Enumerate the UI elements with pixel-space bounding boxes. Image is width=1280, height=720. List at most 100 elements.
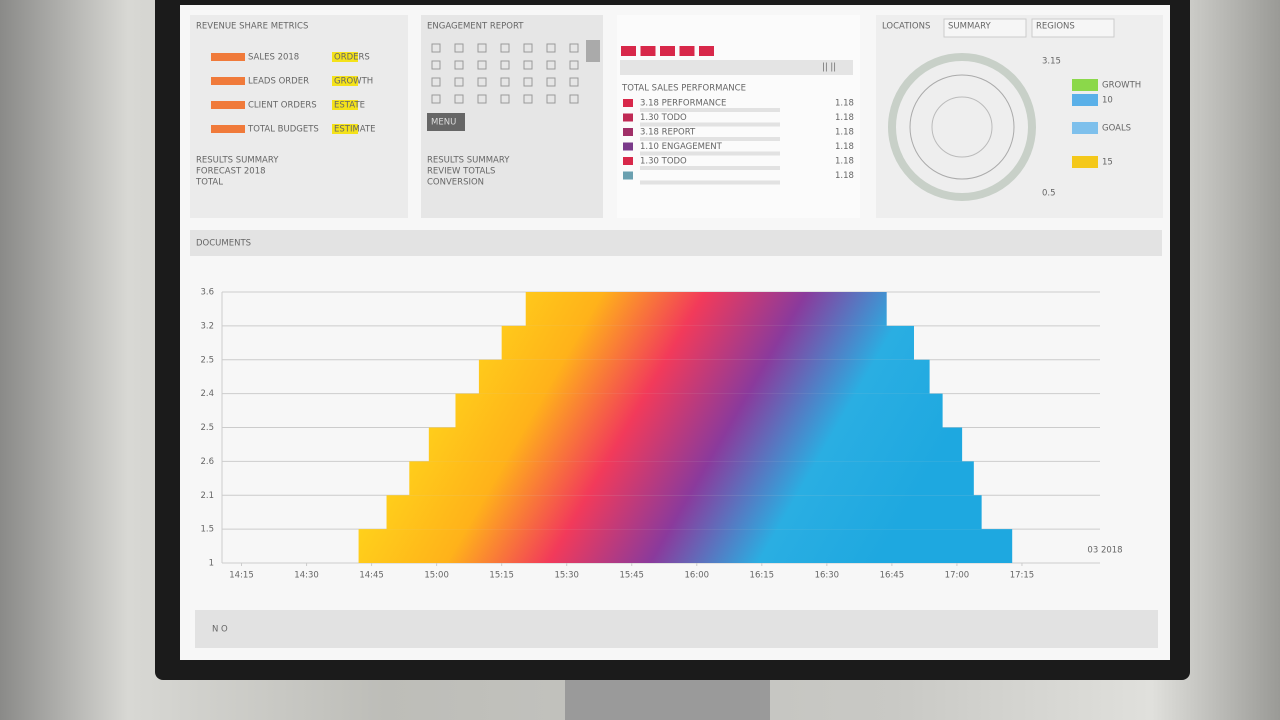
gauge-ring — [888, 53, 1036, 201]
y-tick-label: 1 — [209, 559, 214, 569]
legend-swatch — [699, 46, 714, 56]
icon — [500, 60, 510, 70]
icon — [569, 77, 579, 87]
y-tick-label: 2.4 — [200, 389, 214, 399]
bar — [525, 292, 887, 326]
button[interactable] — [427, 113, 465, 131]
list-label: 1.30 TODO — [640, 113, 687, 123]
legend-box — [1072, 94, 1098, 106]
tab[interactable] — [943, 18, 1027, 38]
scrollbar — [586, 40, 600, 62]
bar — [409, 461, 974, 496]
icon — [454, 94, 464, 104]
icon — [431, 77, 441, 87]
tag-bg — [332, 124, 358, 134]
legend-label: GROWTH — [1102, 81, 1141, 91]
gauge-label: 3.15 — [1042, 57, 1061, 67]
list-value: 1.18 — [835, 171, 854, 181]
bar — [428, 427, 963, 462]
list-bar — [640, 151, 780, 156]
note: TOTAL — [195, 178, 223, 188]
x-tick-label: 17:15 — [1010, 571, 1035, 581]
icon — [523, 60, 533, 70]
y-tick-label: 2.5 — [200, 423, 214, 433]
indicator — [211, 101, 245, 109]
icon — [454, 43, 464, 53]
legend-label: 15 — [1102, 158, 1113, 168]
legend-box — [1072, 156, 1098, 168]
icon — [477, 43, 487, 53]
icon — [569, 43, 579, 53]
icon — [569, 94, 579, 104]
tab[interactable] — [1031, 18, 1115, 38]
list-label: 1.30 TODO — [640, 157, 687, 167]
bar — [501, 325, 914, 360]
content: REVENUE SHARE METRICS SALES 2018 ORDERS LEA… — [195, 18, 1141, 635]
row-label: SALES 2018 — [248, 53, 299, 63]
gauge-inner — [909, 74, 1015, 180]
x-tick-label: 16:30 — [815, 571, 840, 581]
swatch — [623, 128, 633, 136]
legend-swatch — [621, 46, 636, 56]
icon — [523, 43, 533, 53]
icon — [431, 94, 441, 104]
icon — [546, 43, 556, 53]
icon — [500, 77, 510, 87]
icon — [477, 94, 487, 104]
bar — [478, 359, 930, 394]
y-tick-label: 1.5 — [200, 525, 214, 535]
swatch — [623, 142, 633, 151]
x-tick-label: 14:15 — [229, 571, 254, 581]
icon — [431, 43, 441, 53]
tag-bg — [332, 52, 358, 62]
list-header: TOTAL SALES PERFORMANCE — [621, 84, 746, 94]
x-tick-label: 15:00 — [424, 571, 449, 581]
indicator — [211, 77, 245, 85]
row-label: CLIENT ORDERS — [248, 101, 317, 111]
x-tick-label: 15:30 — [554, 571, 579, 581]
list-bar — [640, 137, 780, 141]
x-tick-label: 17:00 — [945, 571, 970, 581]
list-bar — [640, 166, 780, 170]
list-value: 1.18 — [835, 113, 854, 123]
monitor-stand — [565, 680, 770, 720]
panel-title: ENGAGEMENT REPORT — [427, 22, 524, 32]
row-tag: ORDERS — [334, 53, 370, 63]
x-tick-label: 15:45 — [619, 571, 644, 581]
row-label: LEADS ORDER — [248, 77, 309, 87]
footer-text: N O — [212, 625, 228, 635]
list-bar — [640, 122, 780, 127]
legend-label: 10 — [1102, 96, 1113, 106]
panel-title: REVENUE SHARE METRICS — [196, 22, 308, 32]
list-label: 3.18 PERFORMANCE — [640, 99, 726, 109]
panel-title: LOCATIONS — [882, 22, 930, 32]
swatch — [623, 113, 633, 122]
tab-label: REGIONS — [1036, 22, 1075, 32]
list-value: 1.18 — [835, 157, 854, 167]
y-tick-label: 3.2 — [200, 321, 214, 331]
legend-swatch — [660, 46, 675, 56]
icon — [546, 60, 556, 70]
x-tick-label: 16:00 — [685, 571, 710, 581]
list-label: 3.18 REPORT — [640, 128, 696, 138]
button-label: MENU — [431, 118, 456, 128]
icon — [454, 77, 464, 87]
icon — [431, 60, 441, 70]
list-label: 1.10 ENGAGEMENT — [640, 142, 723, 152]
panel — [190, 15, 408, 218]
icon — [454, 60, 464, 70]
panel — [876, 15, 1163, 218]
section-bar — [190, 230, 1162, 256]
indicator — [211, 125, 245, 133]
icon — [546, 94, 556, 104]
y-tick-label: 2.1 — [200, 491, 214, 501]
tag-bg — [332, 76, 358, 86]
x-tick-label: 14:30 — [294, 571, 319, 581]
icon — [546, 77, 556, 87]
annotation: 03 2018 — [1087, 546, 1122, 556]
y-tick-label: 2.6 — [200, 457, 214, 467]
icon — [500, 43, 510, 53]
tag-bg — [332, 100, 358, 110]
legend-swatch — [679, 46, 695, 56]
